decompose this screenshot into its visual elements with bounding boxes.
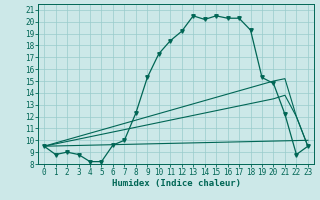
X-axis label: Humidex (Indice chaleur): Humidex (Indice chaleur) xyxy=(111,179,241,188)
